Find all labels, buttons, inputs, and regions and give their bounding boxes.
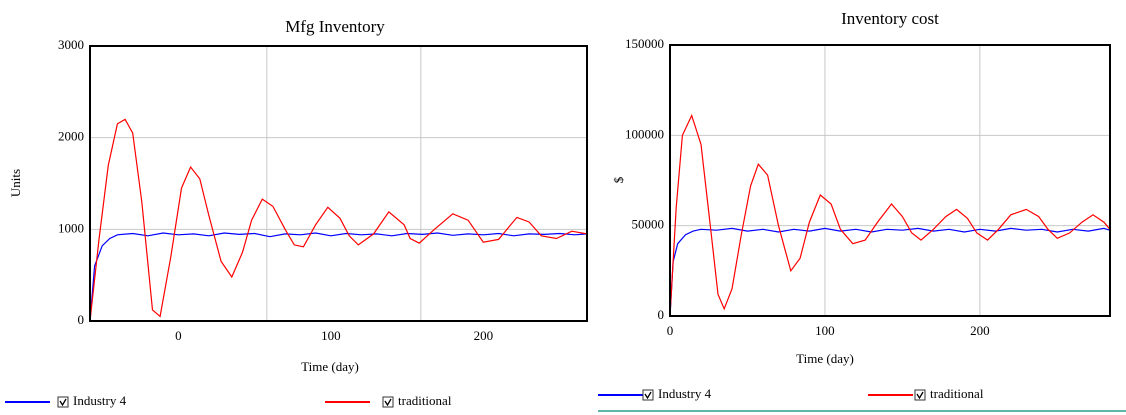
legend-label: Industry 4 [658,386,712,401]
y-tick-label: 0 [78,312,85,327]
x-tick-label: 200 [970,323,990,338]
x-tick-label: 100 [815,323,835,338]
series-line [89,118,588,322]
series-line [89,232,588,322]
y-tick-label: 1000 [58,220,84,235]
y-tick-label: 100000 [625,126,664,141]
checkmark [644,391,652,400]
series-line [669,227,1111,317]
chart-title: Inventory cost [841,9,939,28]
y-tick-label: 0 [658,307,665,322]
y-axis-label: $ [611,176,626,183]
x-tick-label: 0 [667,323,674,338]
y-tick-label: 2000 [58,129,84,144]
legend-label: traditional [398,393,452,408]
checkmark [384,398,392,407]
x-tick-label: 0 [175,328,182,343]
legend-checkbox[interactable] [57,396,69,408]
y-tick-label: 3000 [58,37,84,52]
chart-title: Mfg Inventory [285,17,385,36]
plot-frame [89,45,588,322]
y-tick-label: 50000 [632,217,665,232]
x-axis-label: Time (day) [796,351,854,366]
legend-label: traditional [930,386,984,401]
x-tick-label: 100 [321,328,341,343]
checkmark [916,391,924,400]
plot-frame [669,44,1111,317]
y-tick-label: 150000 [625,36,664,51]
x-tick-label: 200 [474,328,494,343]
y-axis-label: Units [8,169,23,197]
legend-checkbox[interactable] [642,389,654,401]
series-line [669,113,1111,317]
checkmark [59,398,67,407]
x-axis-label: Time (day) [301,359,359,374]
legend-checkbox[interactable] [382,396,394,408]
legend-checkbox[interactable] [914,389,926,401]
legend-label: Industry 4 [73,393,127,408]
